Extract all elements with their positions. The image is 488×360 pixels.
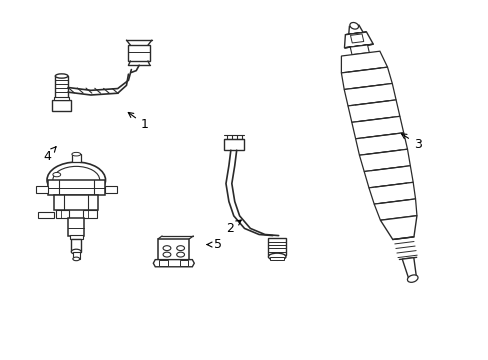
Polygon shape: [153, 260, 194, 267]
Polygon shape: [341, 67, 391, 90]
Ellipse shape: [349, 22, 358, 29]
Bar: [83, 211, 97, 219]
Bar: [224, 139, 243, 150]
Polygon shape: [344, 84, 395, 106]
Bar: [70, 235, 82, 239]
Polygon shape: [359, 149, 409, 171]
Bar: [56, 211, 69, 219]
Ellipse shape: [53, 166, 100, 194]
Text: 4: 4: [43, 147, 56, 163]
Polygon shape: [344, 32, 372, 48]
Bar: [128, 45, 150, 61]
Text: 1: 1: [128, 112, 148, 131]
Bar: [71, 239, 81, 252]
Polygon shape: [368, 182, 415, 204]
Ellipse shape: [163, 246, 170, 251]
Ellipse shape: [47, 162, 105, 198]
Ellipse shape: [176, 252, 184, 257]
Bar: [52, 100, 71, 111]
Bar: [73, 252, 80, 259]
Polygon shape: [380, 216, 416, 239]
Ellipse shape: [73, 257, 80, 261]
Bar: [158, 239, 189, 260]
Bar: [68, 219, 84, 235]
Ellipse shape: [55, 74, 68, 78]
Bar: [270, 257, 284, 260]
Bar: [48, 180, 104, 195]
Polygon shape: [355, 133, 407, 155]
Bar: [268, 238, 285, 255]
Ellipse shape: [176, 246, 184, 251]
Bar: [72, 154, 81, 162]
Polygon shape: [341, 51, 386, 73]
Ellipse shape: [163, 252, 170, 257]
Bar: [36, 186, 48, 193]
Polygon shape: [364, 166, 412, 188]
Ellipse shape: [71, 249, 81, 254]
Polygon shape: [373, 199, 416, 220]
Bar: [179, 260, 188, 266]
Polygon shape: [344, 44, 372, 48]
Ellipse shape: [268, 253, 285, 260]
Bar: [104, 186, 117, 193]
Polygon shape: [347, 100, 399, 122]
Polygon shape: [345, 32, 366, 35]
Text: 3: 3: [401, 134, 421, 150]
Polygon shape: [350, 34, 363, 43]
Text: 5: 5: [206, 238, 221, 251]
Polygon shape: [349, 45, 368, 55]
Bar: [159, 260, 167, 266]
Polygon shape: [348, 25, 363, 34]
Ellipse shape: [407, 275, 417, 282]
Ellipse shape: [53, 172, 61, 177]
Bar: [54, 97, 69, 100]
Text: 2: 2: [225, 220, 241, 235]
Bar: [38, 212, 54, 218]
Bar: [54, 195, 98, 211]
Polygon shape: [402, 258, 416, 279]
Polygon shape: [351, 116, 403, 139]
Ellipse shape: [72, 152, 81, 156]
